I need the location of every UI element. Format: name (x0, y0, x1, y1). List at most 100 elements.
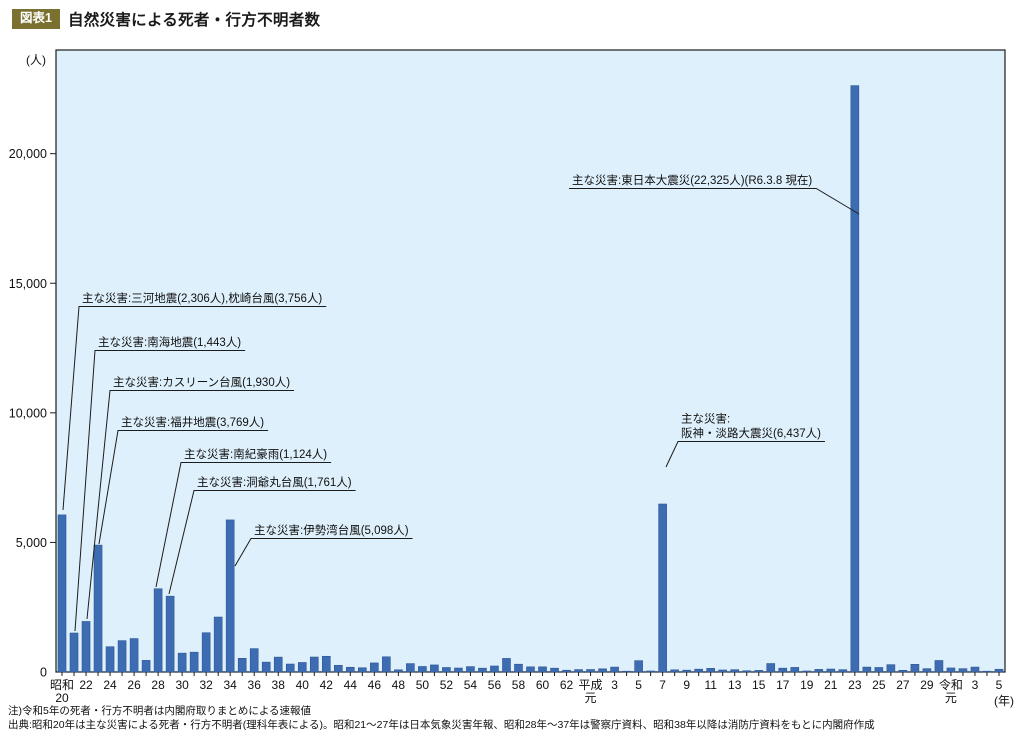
bar-昭和60 (538, 666, 547, 673)
bar-平成26 (886, 664, 896, 673)
bars-series (57, 85, 1004, 673)
bar-昭和54 (466, 666, 475, 673)
bar-平成30 (934, 660, 944, 673)
bar-昭和39 (285, 663, 295, 673)
bar-昭和43 (333, 664, 343, 673)
x-tick-label: 平成 (579, 678, 603, 692)
annotation-leader-line (569, 188, 860, 215)
x-tick-label: 24 (103, 678, 117, 692)
bar-平成9 (682, 669, 691, 673)
bar-平成6 (646, 670, 655, 673)
bar-令和元 (946, 667, 956, 673)
bar-昭和32 (201, 632, 211, 673)
bar-令和4 (982, 670, 992, 673)
annotation-昭和21: 主な災害:南海地震(1,443人) (74, 335, 246, 632)
bar-平成7 (658, 503, 667, 673)
bar-令和2 (958, 668, 968, 673)
y-tick-label: 20,000 (9, 147, 47, 161)
annotation-昭和28: 主な災害:南紀豪雨(1,124人) (155, 447, 332, 588)
bar-昭和34 (225, 519, 235, 673)
x-tick-label: 60 (536, 678, 550, 692)
bar-昭和53 (454, 667, 463, 673)
bar-平成4 (622, 670, 631, 673)
bar-平成8 (670, 669, 679, 673)
bar-平成16 (766, 663, 776, 673)
bar-昭和28 (153, 588, 163, 673)
x-tick-label: 30 (175, 678, 189, 692)
annotation-leader-line (98, 430, 269, 545)
x-tick-label: 5 (635, 678, 642, 692)
bar-昭和49 (406, 663, 415, 673)
bar-昭和40 (297, 662, 307, 673)
bar-平成22 (838, 669, 848, 673)
annotation-text: 阪神・淡路大震災(6,437人) (681, 426, 821, 440)
page-title: 自然災害による死者・行方不明者数 (67, 12, 321, 29)
x-tick-label: 20 (55, 691, 69, 705)
bar-昭和37 (261, 661, 271, 673)
bar-昭和25 (117, 640, 127, 673)
annotation-leader-line (155, 462, 332, 588)
bar-平成20 (814, 669, 824, 673)
x-tick-label: 52 (440, 678, 454, 692)
annotation-text: 主な災害:南海地震(1,443人) (98, 335, 241, 349)
x-tick-label: 29 (920, 678, 934, 692)
bar-昭和35 (237, 658, 247, 673)
bar-昭和26 (129, 638, 139, 673)
bar-昭和36 (249, 648, 259, 673)
bar-昭和41 (309, 656, 319, 673)
y-tick-label: 15,000 (9, 277, 47, 291)
bar-平成24 (862, 666, 872, 673)
bar-昭和51 (430, 664, 439, 673)
x-tick-label: 15 (752, 678, 766, 692)
x-tick-label: 5 (996, 678, 1003, 692)
x-tick-label: 56 (488, 678, 502, 692)
bar-令和3 (970, 666, 980, 673)
x-tick-label: 13 (728, 678, 742, 692)
x-tick-label: 25 (872, 678, 886, 692)
bar-昭和46 (370, 662, 379, 673)
x-tick-label: 42 (320, 678, 334, 692)
x-tick-label: 46 (368, 678, 382, 692)
x-tick-label: 21 (824, 678, 838, 692)
annotation-昭和22: 主な災害:カスリーン台風(1,930人) (86, 375, 295, 620)
annotation-text: 主な災害:福井地震(3,769人) (121, 415, 264, 429)
x-tick-label: 7 (659, 678, 666, 692)
bar-昭和23 (93, 544, 103, 673)
x-tick-label: 17 (776, 678, 790, 692)
annotation-leader-line (86, 390, 295, 620)
x-tick-label: 3 (972, 678, 979, 692)
x-tick-label: 元 (945, 691, 957, 705)
annotation-text: 主な災害:三河地震(2,306人),枕崎台風(3,756人) (82, 291, 322, 305)
y-tick-label: 5,000 (16, 536, 47, 550)
bar-昭和44 (346, 666, 355, 673)
x-tick-label: 27 (896, 678, 910, 692)
annotation-text: 主な災害:東日本大震災(22,325人)(R6.3.8 現在) (572, 173, 812, 187)
bar-平成元 (586, 669, 595, 673)
x-tick-label: 48 (392, 678, 406, 692)
bar-昭和59 (526, 666, 535, 673)
annotation-text: 主な災害:カスリーン台風(1,930人) (113, 375, 290, 389)
y-tick-label: 0 (40, 666, 47, 680)
annotation-昭和23: 主な災害:福井地震(3,769人) (98, 415, 269, 545)
bar-平成28 (910, 664, 920, 673)
x-tick-label: 元 (585, 691, 597, 705)
bar-昭和61 (550, 667, 559, 673)
bar-昭和22 (81, 621, 91, 673)
bar-平成5 (634, 660, 643, 673)
bar-昭和29 (165, 595, 175, 673)
annotation-leader-line (234, 538, 413, 567)
plot-area (55, 49, 1006, 673)
y-axis-unit-label: (人) (26, 53, 46, 67)
x-tick-label: 令和 (939, 677, 963, 692)
x-tick-label: 26 (127, 678, 141, 692)
bar-昭和33 (213, 616, 223, 673)
bar-昭和30 (177, 652, 187, 673)
annotation-text: 主な災害:洞爺丸台風(1,761人) (197, 475, 352, 489)
x-tick-label: 昭和 (50, 678, 74, 692)
bar-昭和52 (442, 667, 451, 673)
figure-number-badge: 図表1 (12, 9, 60, 29)
x-tick-label: 34 (224, 678, 238, 692)
